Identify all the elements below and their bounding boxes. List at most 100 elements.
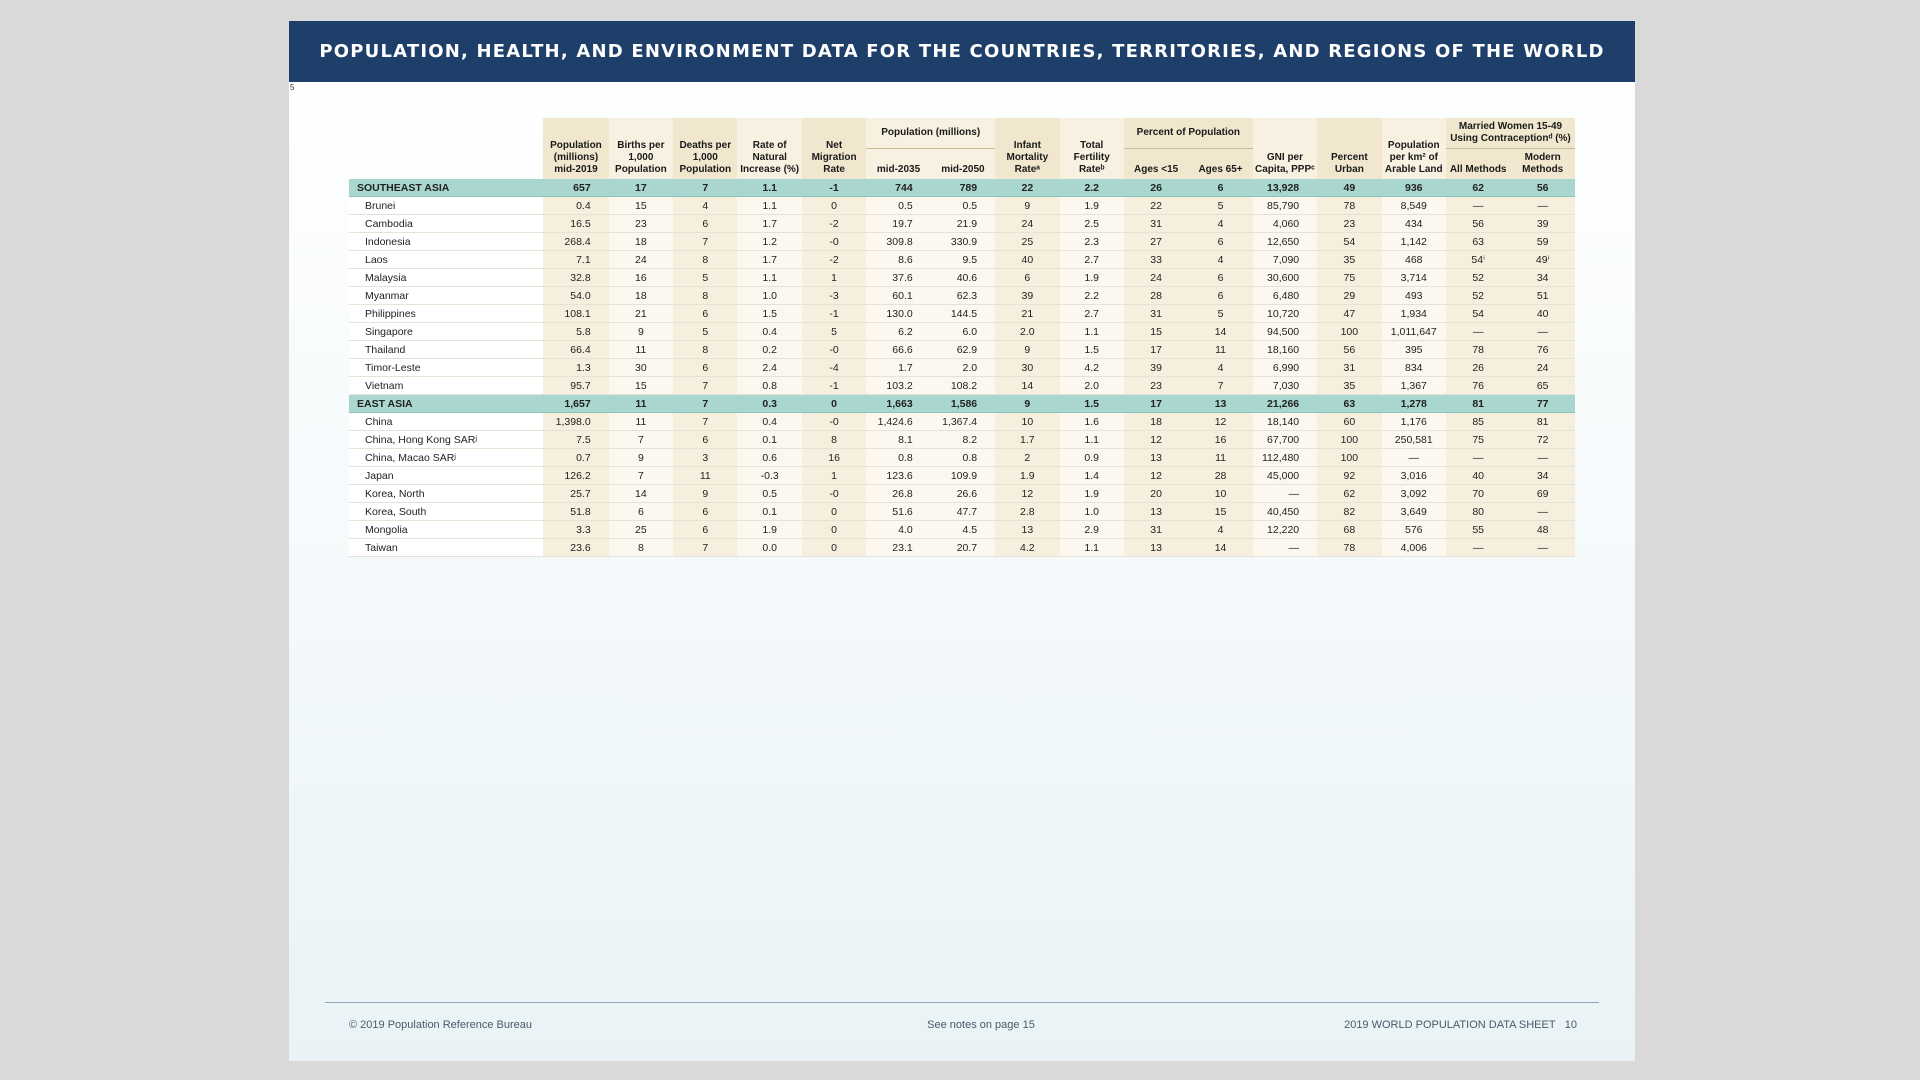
table-cell: 1.1 — [1059, 538, 1124, 557]
country-name: Thailand — [349, 340, 544, 359]
table-cell: 11 — [608, 394, 674, 413]
table-cell: 16 — [608, 268, 674, 287]
table-cell: 1.3 — [543, 358, 609, 377]
table-cell: 4 — [1188, 520, 1253, 539]
table-cell: 6 — [995, 268, 1060, 287]
table-cell: — — [1445, 196, 1511, 215]
table-row: Myanmar 54.0 18 8 1.0 -3 60.1 62.3 39 2.2 28 6 6,480… — [349, 286, 1575, 305]
col-arable: Population per km² of Arable Land — [1381, 118, 1446, 179]
col-infant-mortality: Infant Mortality Rateᵃ — [995, 118, 1060, 179]
table-cell: 59 — [1510, 232, 1575, 251]
population-data-table: Population (millions) mid-2019 Births pe… — [349, 118, 1575, 557]
table-cell: 26.6 — [930, 484, 996, 503]
table-cell: — — [1445, 448, 1511, 467]
table-cell: 13 — [1123, 448, 1189, 467]
table-cell: 67,700 — [1252, 430, 1318, 449]
table-cell: 49 — [1317, 179, 1382, 197]
table-cell: 103.2 — [866, 376, 931, 395]
table-cell: 7 — [673, 412, 738, 431]
col-net-migration: Net Migration Rate — [801, 118, 867, 179]
table-cell: 0.5 — [737, 484, 802, 503]
table-row: Laos 7.1 24 8 1.7 -2 8.6 9.5 40 2.7 33 4 7,090 35 468 5… — [349, 250, 1575, 269]
table-row: Timor-Leste 1.3 30 6 2.4 -4 1.7 2.0 30 4.2 39 4 6,99… — [349, 358, 1575, 377]
table-cell: -1 — [801, 376, 867, 395]
table-cell: 24 — [1123, 268, 1189, 287]
footer-sheet-title: 2019 WORLD POPULATION DATA SHEET — [1344, 1019, 1556, 1031]
table-cell: 9 — [995, 340, 1060, 359]
table-cell: 0.5 — [930, 196, 996, 215]
table-cell: 29 — [1317, 286, 1382, 305]
table-cell: 19.7 — [866, 214, 931, 233]
table-cell: 309.8 — [866, 232, 931, 251]
table-cell: 936 — [1381, 179, 1446, 197]
table-cell: 3,714 — [1381, 268, 1446, 287]
table-cell: 17 — [608, 179, 674, 197]
table-cell: 54 — [1445, 304, 1511, 323]
table-cell: 250,581 — [1381, 430, 1446, 449]
table-cell: 11 — [608, 412, 674, 431]
region-name: SOUTHEAST ASIA — [349, 179, 544, 197]
table-cell: 47 — [1317, 304, 1382, 323]
table-cell: 657 — [543, 179, 609, 197]
footer-page-number: 10 — [1564, 1019, 1577, 1031]
table-cell: 14 — [1188, 322, 1253, 341]
table-cell: 1,367.4 — [930, 412, 996, 431]
table-cell: 21.9 — [930, 214, 996, 233]
table-cell: 1.1 — [737, 196, 802, 215]
table-cell: 75 — [1317, 268, 1382, 287]
data-sheet-page: POPULATION, HEALTH, AND ENVIRONMENT DATA… — [289, 21, 1635, 1061]
table-row: Cambodia 16.5 23 6 1.7 -2 19.7 21.9 24 2.5 31 4 4,06… — [349, 214, 1575, 233]
table-cell: 26.8 — [866, 484, 931, 503]
table-cell: 24 — [995, 214, 1060, 233]
table-cell: 4.0 — [866, 520, 931, 539]
table-cell: 56 — [1317, 340, 1382, 359]
col-all-methods: All Methods — [1445, 148, 1511, 179]
table-cell: 39 — [1510, 214, 1575, 233]
data-table-container: Population (millions) mid-2019 Births pe… — [349, 118, 1575, 557]
table-cell: 6 — [1188, 232, 1253, 251]
table-cell: 9 — [673, 484, 738, 503]
table-row: Japan 126.2 7 11 -0.3 1 123.6 109.9 1.9 1.4 12 28 45… — [349, 466, 1575, 485]
table-cell: 0.1 — [737, 502, 802, 521]
table-cell: 1.5 — [737, 304, 802, 323]
table-cell: 130.0 — [866, 304, 931, 323]
table-cell: 834 — [1381, 358, 1446, 377]
table-cell: 49ⁱ — [1510, 250, 1575, 269]
table-cell: 395 — [1381, 340, 1446, 359]
table-cell: 0.0 — [737, 538, 802, 557]
table-cell: 5 — [673, 322, 738, 341]
table-cell: 17 — [1123, 394, 1189, 413]
table-cell: 1.4 — [1059, 466, 1124, 485]
table-cell: 1.9 — [1059, 196, 1124, 215]
country-name: Philippines — [349, 304, 544, 323]
table-cell: 34 — [1510, 466, 1575, 485]
table-cell: — — [1510, 448, 1575, 467]
table-cell: 55 — [1445, 520, 1511, 539]
table-cell: 2.0 — [995, 322, 1060, 341]
table-cell: 1.5 — [1059, 394, 1124, 413]
table-cell: 39 — [995, 286, 1060, 305]
table-cell: 12 — [995, 484, 1060, 503]
table-cell: 3 — [673, 448, 738, 467]
col-ages-65: Ages 65+ — [1188, 148, 1253, 179]
col-ages-15: Ages <15 — [1123, 148, 1189, 179]
country-name: Singapore — [349, 322, 544, 341]
table-cell: 1 — [801, 466, 867, 485]
table-cell: 62.3 — [930, 286, 996, 305]
table-cell: 62.9 — [930, 340, 996, 359]
table-cell: 1.9 — [995, 466, 1060, 485]
table-row: Vietnam 95.7 15 7 0.8 -1 103.2 108.2 14 2.0 23 7 7,0… — [349, 376, 1575, 395]
table-cell: 35 — [1317, 250, 1382, 269]
table-cell: 15 — [1188, 502, 1253, 521]
table-cell: 7 — [673, 538, 738, 557]
table-cell: 0.4 — [737, 322, 802, 341]
country-name: China, Hong Kong SARʲ — [349, 430, 544, 449]
table-cell: 8 — [801, 430, 867, 449]
table-cell: 24 — [608, 250, 674, 269]
table-row: Singapore 5.8 9 5 0.4 5 6.2 6.0 2.0 1.1 15 14 94,500… — [349, 322, 1575, 341]
table-cell: 25 — [995, 232, 1060, 251]
table-cell: 31 — [1123, 214, 1189, 233]
table-cell: 4 — [673, 196, 738, 215]
table-cell: 2.9 — [1059, 520, 1124, 539]
table-cell: 123.6 — [866, 466, 931, 485]
